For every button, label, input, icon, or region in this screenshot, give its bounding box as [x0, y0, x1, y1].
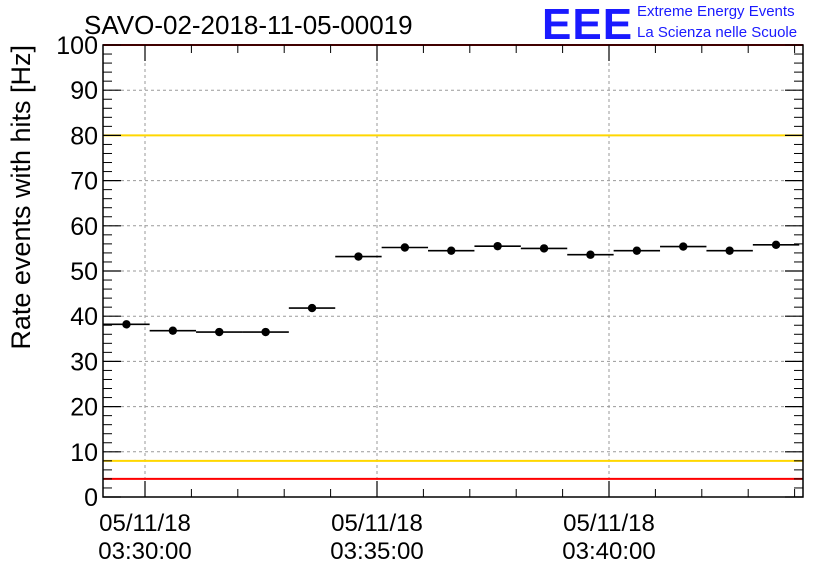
data-point — [632, 246, 642, 255]
y-tick-label: 50 — [70, 258, 98, 286]
data-point — [539, 244, 549, 253]
data-point — [307, 303, 317, 313]
chart-title: SAVO-02-2018-11-05-00019 — [84, 10, 413, 40]
x-axis: 05/11/1803:30:0005/11/1803:35:0005/11/18… — [98, 45, 796, 565]
y-tick-label: 60 — [70, 213, 98, 241]
y-tick-label: 0 — [84, 484, 98, 512]
data-point — [447, 246, 456, 255]
grid-lines — [103, 45, 803, 497]
y-tick-label: 70 — [70, 168, 98, 196]
data-point — [493, 241, 502, 251]
y-tick-label: 80 — [70, 122, 98, 150]
threshold-lines — [103, 44, 803, 480]
logo-tagline-2: La Scienza nelle Scuole — [637, 24, 798, 41]
data-point — [771, 240, 781, 249]
data-point — [354, 252, 363, 261]
data-point — [679, 242, 688, 251]
y-tick-label: 20 — [70, 394, 98, 422]
x-tick-label-date: 05/11/18 — [563, 510, 655, 537]
data-point — [400, 243, 410, 252]
data-point — [122, 320, 131, 329]
data-point — [215, 327, 224, 337]
y-tick-label: 90 — [70, 77, 98, 105]
x-tick-label-time: 03:30:00 — [98, 538, 191, 565]
data-series — [103, 240, 800, 337]
data-point — [261, 327, 270, 337]
data-point — [725, 246, 734, 255]
data-point — [586, 250, 595, 259]
logo-tagline-1: Extreme Energy Events — [637, 3, 795, 20]
eee-logo: EEE — [542, 0, 634, 49]
y-tick-label: 30 — [70, 348, 98, 376]
x-tick-label-time: 03:35:00 — [330, 538, 423, 565]
data-point — [168, 326, 178, 335]
y-tick-label: 40 — [70, 303, 98, 331]
x-tick-label-date: 05/11/18 — [99, 510, 191, 537]
x-tick-label-date: 05/11/18 — [331, 510, 423, 537]
y-axis: 0 10 20 30 40 50 60 70 80 90 100 — [56, 32, 803, 512]
y-tick-label: 100 — [56, 32, 98, 60]
y-axis-label: Rate events with hits [Hz] — [6, 45, 36, 350]
x-tick-label-time: 03:40:00 — [562, 538, 655, 565]
y-tick-label: 10 — [70, 439, 98, 467]
